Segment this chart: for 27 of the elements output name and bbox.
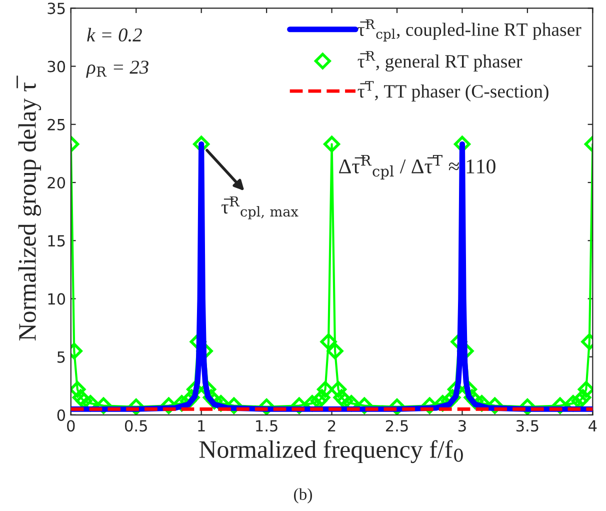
y-axis-title: Normalized group delay τ̅ (16, 76, 42, 340)
x-tick-label: 4 (588, 420, 597, 432)
y-tick-label: 10 (48, 293, 66, 305)
y-tick-label: 30 (48, 60, 66, 72)
legend-label: τ̅$^{R}$, general RT phaser (358, 51, 522, 72)
legend-label: τ̅$^{R}$$_{cpl}$, coupled-line RT phaser (358, 19, 582, 42)
x-tick-label: 1.5 (256, 420, 278, 432)
y-tick-label: 25 (48, 118, 65, 130)
annotation: τ̅$^{R}$$_{cpl,max}$ (221, 196, 298, 220)
y-tick-label: 20 (48, 176, 66, 189)
x-tick-label: 2.5 (386, 420, 408, 432)
x-tick-label: 3 (458, 420, 466, 432)
x-tick-label: 2 (328, 420, 336, 432)
x-tick-label: 0.5 (124, 420, 147, 432)
annotation: k = 0.2 (87, 28, 142, 42)
text: (b) (294, 488, 312, 504)
y-tick-label: 35 (48, 2, 65, 14)
x-tick-label: 3.5 (516, 420, 538, 432)
x-tick-label: 0 (67, 420, 75, 432)
x-axis-title: Normalized frequency f/f$_{0}$ (199, 440, 463, 464)
y-tick-label: 5 (58, 351, 65, 363)
x-tick-label: 1 (198, 420, 205, 432)
y-tick-label: 15 (48, 235, 65, 247)
annotation: ρ$_{R}$ = 23 (86, 60, 148, 78)
annotation: Δτ̅$^{R}$$_{cpl}$ / Δτ̅$^{T}$ ≈ 110 (339, 154, 496, 180)
legend-label: τ̅$^{T}$, TT phaser (C-section) (358, 81, 548, 102)
y-tick-label: 0 (57, 409, 66, 421)
